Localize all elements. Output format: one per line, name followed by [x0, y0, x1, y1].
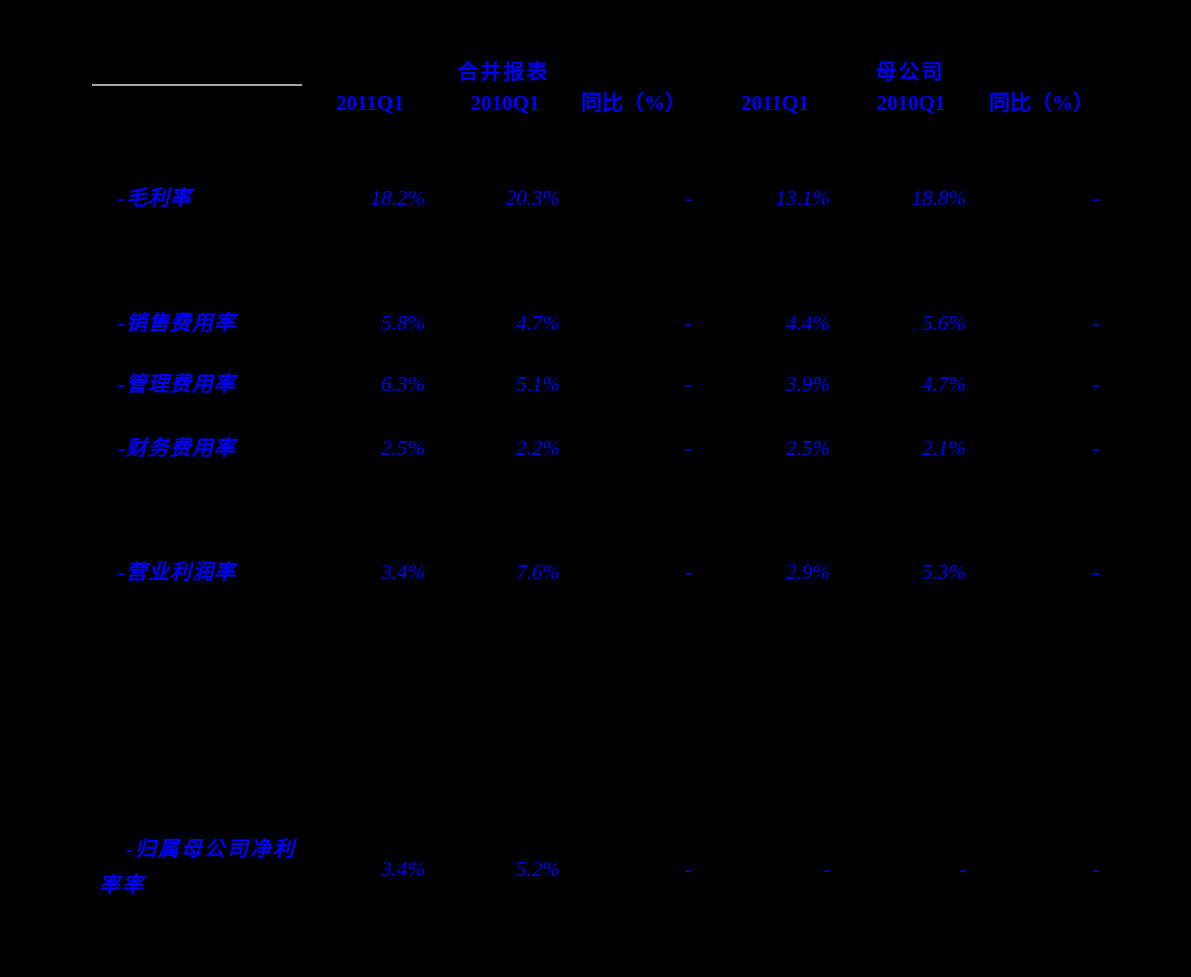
table-row-finance-expense-ratio: -财务费用率 2.5% 2.2% - 2.5% 2.1% - — [0, 434, 1191, 462]
table-row-operating-margin: -营业利润率 3.4% 7.6% - 2.9% 5.3% - — [0, 558, 1191, 586]
cell-value: 3.4% — [381, 857, 425, 881]
cell-value: 20.3% — [505, 186, 560, 210]
cell-value: - — [1093, 857, 1100, 881]
row-label: -销售费用率 — [118, 311, 236, 335]
group-header-consolidated: 合并报表 — [457, 60, 550, 84]
column-header-2010q1-consolidated: 2010Q1 — [470, 91, 540, 115]
cell-value: 2.2% — [516, 436, 560, 460]
cell-value: - — [1093, 560, 1100, 584]
cell-value: - — [685, 311, 692, 335]
cell-value: 3.9% — [786, 372, 830, 396]
column-header-yoy-consolidated: 同比（%） — [581, 91, 686, 115]
row-label: -管理费用率 — [118, 372, 236, 396]
column-header-yoy-parent: 同比（%） — [989, 91, 1094, 115]
cell-value: 18.2% — [370, 186, 425, 210]
row-label: -营业利润率 — [118, 560, 236, 584]
cell-value: - — [1093, 311, 1100, 335]
cell-value: 7.6% — [516, 560, 560, 584]
cell-value: 18.8% — [911, 186, 966, 210]
group-header-parent-company: 母公司 — [875, 60, 945, 84]
cell-value: 2.5% — [786, 436, 830, 460]
row-label-line1: -归属母公司净利 — [126, 837, 296, 861]
column-header-2011q1-parent: 2011Q1 — [741, 91, 809, 115]
table-row-selling-expense-ratio: -销售费用率 5.8% 4.7% - 4.4% 5.6% - — [0, 309, 1191, 337]
cell-value: 4.7% — [516, 311, 560, 335]
table-row-net-margin-attributable-to-parent: -归属母公司净利 率率 3.4% 5.2% - - - - — [0, 837, 1191, 897]
cell-value: 2.9% — [786, 560, 830, 584]
row-label: -财务费用率 — [118, 436, 236, 460]
cell-value: 4.4% — [786, 311, 830, 335]
cell-value: 5.6% — [922, 311, 966, 335]
cell-value: 4.7% — [922, 372, 966, 396]
cell-value: - — [685, 372, 692, 396]
column-header-row: 2011Q1 2010Q1 同比（%） 2011Q1 2010Q1 同比（%） — [0, 90, 1191, 116]
row-label-line2: 率率 — [99, 873, 145, 897]
cell-value: - — [1093, 372, 1100, 396]
cell-value: 5.1% — [516, 372, 560, 396]
cell-value: - — [685, 857, 692, 881]
cell-value: 3.4% — [381, 560, 425, 584]
cell-value: 2.1% — [922, 436, 966, 460]
cell-value: 6.3% — [381, 372, 425, 396]
cell-value: 13.1% — [775, 186, 830, 210]
cell-value: - — [959, 857, 966, 881]
cell-value: 2.5% — [381, 436, 425, 460]
cell-value: - — [1093, 436, 1100, 460]
cell-value: - — [1093, 186, 1100, 210]
cell-value: - — [685, 560, 692, 584]
column-header-2010q1-parent: 2010Q1 — [876, 91, 946, 115]
cell-value: 5.8% — [381, 311, 425, 335]
cell-value: - — [823, 857, 830, 881]
header-divider — [92, 84, 302, 86]
column-header-2011q1-consolidated: 2011Q1 — [336, 91, 404, 115]
cell-value: 5.2% — [516, 857, 560, 881]
row-label: -毛利率 — [118, 186, 192, 210]
cell-value: - — [685, 186, 692, 210]
cell-value: - — [685, 436, 692, 460]
table-row-admin-expense-ratio: -管理费用率 6.3% 5.1% - 3.9% 4.7% - — [0, 370, 1191, 398]
table-row-gross-margin: -毛利率 18.2% 20.3% - 13.1% 18.8% - — [0, 184, 1191, 212]
cell-value: 5.3% — [922, 560, 966, 584]
